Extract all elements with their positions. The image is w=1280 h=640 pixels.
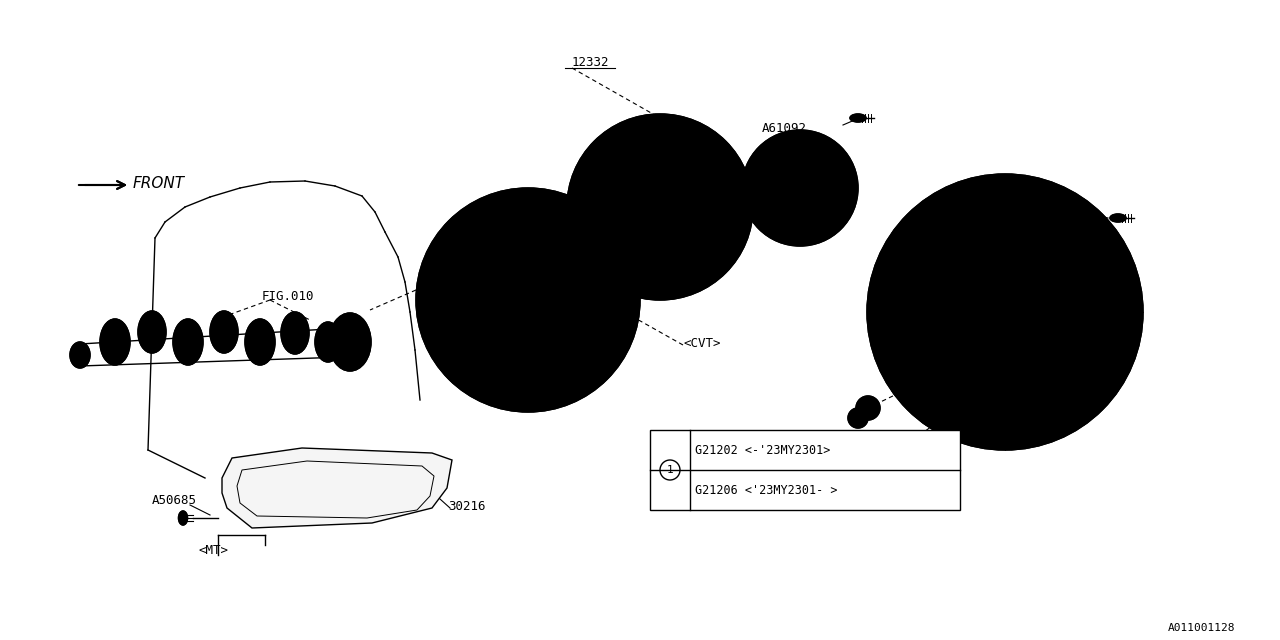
Circle shape bbox=[476, 268, 488, 279]
Text: <CVT>: <CVT> bbox=[684, 337, 721, 349]
Circle shape bbox=[698, 149, 718, 169]
Circle shape bbox=[908, 214, 1103, 410]
Text: FIG.010: FIG.010 bbox=[472, 220, 525, 232]
Circle shape bbox=[644, 191, 676, 223]
Text: 12333: 12333 bbox=[758, 186, 795, 200]
Ellipse shape bbox=[173, 319, 204, 365]
Circle shape bbox=[522, 348, 534, 358]
Circle shape bbox=[690, 202, 700, 212]
Circle shape bbox=[758, 161, 772, 175]
Circle shape bbox=[444, 248, 462, 266]
Text: FIG.010: FIG.010 bbox=[262, 289, 315, 303]
Circle shape bbox=[861, 402, 874, 414]
Ellipse shape bbox=[210, 311, 238, 353]
Circle shape bbox=[1029, 254, 1041, 266]
Text: 12342: 12342 bbox=[860, 445, 897, 458]
Text: FRONT: FRONT bbox=[133, 175, 186, 191]
Text: A011001128: A011001128 bbox=[1167, 623, 1235, 633]
Ellipse shape bbox=[282, 312, 308, 354]
FancyBboxPatch shape bbox=[650, 430, 960, 510]
Circle shape bbox=[778, 166, 822, 210]
Ellipse shape bbox=[100, 319, 131, 365]
Circle shape bbox=[476, 321, 488, 332]
Circle shape bbox=[1105, 349, 1119, 363]
Circle shape bbox=[1059, 306, 1071, 318]
Circle shape bbox=[969, 358, 980, 370]
Ellipse shape bbox=[850, 114, 867, 122]
Circle shape bbox=[758, 201, 772, 215]
Text: 1: 1 bbox=[667, 465, 673, 475]
Circle shape bbox=[742, 130, 858, 246]
Circle shape bbox=[1105, 261, 1119, 275]
Circle shape bbox=[602, 245, 622, 265]
Text: <MT>: <MT> bbox=[997, 369, 1027, 383]
Circle shape bbox=[518, 204, 538, 222]
Circle shape bbox=[1042, 199, 1056, 212]
Text: G21206 <'23MY2301- >: G21206 <'23MY2301- > bbox=[695, 483, 837, 497]
Ellipse shape bbox=[178, 511, 187, 525]
Polygon shape bbox=[221, 448, 452, 528]
Ellipse shape bbox=[339, 328, 361, 356]
Circle shape bbox=[497, 268, 561, 332]
Circle shape bbox=[892, 349, 906, 363]
Circle shape bbox=[518, 378, 538, 396]
Text: <MT>: <MT> bbox=[198, 545, 228, 557]
Circle shape bbox=[568, 268, 580, 279]
Circle shape bbox=[794, 141, 806, 155]
Circle shape bbox=[522, 241, 534, 253]
Circle shape bbox=[567, 114, 753, 300]
Text: 12332: 12332 bbox=[572, 56, 609, 68]
Circle shape bbox=[668, 262, 687, 283]
Circle shape bbox=[620, 202, 630, 212]
Ellipse shape bbox=[70, 342, 90, 368]
Circle shape bbox=[989, 296, 1021, 328]
Circle shape bbox=[416, 188, 640, 412]
Text: A50685: A50685 bbox=[152, 495, 197, 508]
Circle shape bbox=[466, 238, 590, 362]
Circle shape bbox=[637, 232, 648, 243]
Circle shape bbox=[594, 248, 612, 266]
Circle shape bbox=[617, 164, 703, 250]
Circle shape bbox=[867, 174, 1143, 450]
Circle shape bbox=[1042, 412, 1056, 425]
Circle shape bbox=[969, 254, 980, 266]
Circle shape bbox=[1029, 358, 1041, 370]
Circle shape bbox=[509, 282, 547, 318]
Circle shape bbox=[444, 335, 462, 353]
Circle shape bbox=[856, 396, 881, 420]
Ellipse shape bbox=[329, 313, 371, 371]
Circle shape bbox=[954, 412, 968, 425]
Text: G21202 <-'23MY2301>: G21202 <-'23MY2301> bbox=[695, 444, 831, 456]
Ellipse shape bbox=[1110, 214, 1126, 222]
Circle shape bbox=[940, 306, 951, 318]
Circle shape bbox=[632, 131, 653, 151]
Circle shape bbox=[672, 172, 682, 182]
Circle shape bbox=[794, 221, 806, 235]
Circle shape bbox=[584, 179, 604, 200]
Circle shape bbox=[568, 321, 580, 332]
Circle shape bbox=[788, 176, 812, 200]
Circle shape bbox=[594, 335, 612, 353]
Circle shape bbox=[672, 232, 682, 243]
Text: A61074: A61074 bbox=[1000, 186, 1044, 200]
Circle shape bbox=[849, 408, 868, 428]
Circle shape bbox=[828, 161, 842, 175]
Circle shape bbox=[954, 199, 968, 212]
Circle shape bbox=[892, 261, 906, 275]
Ellipse shape bbox=[315, 322, 340, 362]
Circle shape bbox=[716, 214, 736, 235]
Ellipse shape bbox=[138, 311, 166, 353]
Circle shape bbox=[937, 244, 1073, 380]
Circle shape bbox=[828, 201, 842, 215]
Text: A61092: A61092 bbox=[762, 122, 806, 134]
Circle shape bbox=[637, 172, 648, 182]
Ellipse shape bbox=[244, 319, 275, 365]
Text: 1: 1 bbox=[855, 413, 861, 423]
Circle shape bbox=[977, 284, 1033, 340]
Text: 30216: 30216 bbox=[448, 499, 485, 513]
